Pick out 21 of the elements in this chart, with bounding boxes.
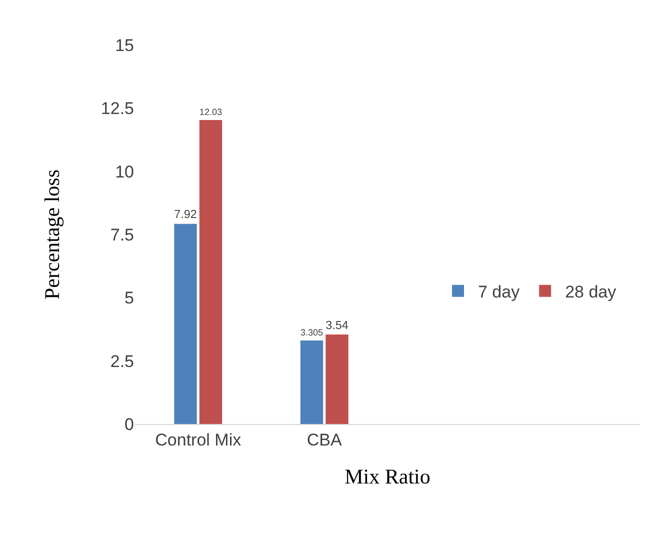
data-label: 12.03 xyxy=(199,106,222,117)
y-tick-label: 2.5 xyxy=(110,352,134,371)
bar xyxy=(199,120,222,424)
x-axis-title: Mix Ratio xyxy=(344,464,430,489)
y-tick-label: 7.5 xyxy=(110,225,134,244)
bar xyxy=(174,224,197,424)
x-tick-label: CBA xyxy=(306,430,343,450)
y-tick-label: 12.5 xyxy=(100,99,134,118)
bar xyxy=(326,334,348,424)
data-label: 3.54 xyxy=(326,318,349,332)
data-label: 3.305 xyxy=(300,327,324,338)
y-tick-label: 5 xyxy=(124,288,134,308)
bar xyxy=(300,340,324,424)
data-label: 7.92 xyxy=(174,208,197,222)
y-axis-title: Percentage loss xyxy=(40,169,64,300)
y-tick-label: 10 xyxy=(115,162,134,182)
y-tick-label: 15 xyxy=(115,36,134,55)
legend-label: 28 day xyxy=(565,282,617,302)
x-tick-label: Control Mix xyxy=(155,430,242,450)
legend-label: 7 day xyxy=(478,282,520,302)
y-tick-label: 0 xyxy=(124,414,134,434)
